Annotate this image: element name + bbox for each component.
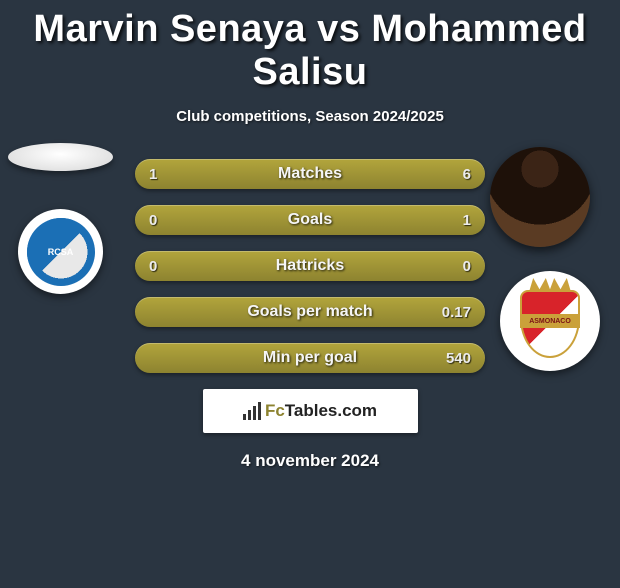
stat-right-value: 0 xyxy=(431,258,471,275)
stat-left-value: 1 xyxy=(149,166,189,183)
stat-row: 0 Goals 1 xyxy=(135,205,485,235)
branding-text: FcTables.com xyxy=(265,401,377,421)
comparison-stage: RCSA ASMONACO 1 Matches 6 0 Goals 1 0 Ha… xyxy=(0,159,620,471)
page-title: Marvin Senaya vs Mohammed Salisu xyxy=(0,8,620,94)
stat-bars: 1 Matches 6 0 Goals 1 0 Hattricks 0 Goal… xyxy=(135,159,485,373)
branding-box: FcTables.com xyxy=(203,389,418,433)
stat-right-value: 0.17 xyxy=(431,304,471,321)
branding-prefix: Fc xyxy=(265,401,285,420)
stat-left-value: 0 xyxy=(149,258,189,275)
left-club-label: RCSA xyxy=(48,247,74,257)
left-player-avatar-placeholder xyxy=(8,143,113,171)
left-club-badge: RCSA xyxy=(18,209,103,294)
stat-left-value: 0 xyxy=(149,212,189,229)
right-club-badge: ASMONACO xyxy=(500,271,600,371)
bar-chart-icon xyxy=(243,402,261,420)
stat-right-value: 1 xyxy=(431,212,471,229)
snapshot-date: 4 november 2024 xyxy=(0,451,620,471)
page-subtitle: Club competitions, Season 2024/2025 xyxy=(0,108,620,125)
crest-band: ASMONACO xyxy=(520,314,580,328)
monaco-crest-icon: ASMONACO xyxy=(520,284,580,358)
stat-right-value: 540 xyxy=(431,350,471,367)
stat-row: Goals per match 0.17 xyxy=(135,297,485,327)
stat-row: 0 Hattricks 0 xyxy=(135,251,485,281)
branding-suffix: Tables.com xyxy=(285,401,377,420)
stat-row: 1 Matches 6 xyxy=(135,159,485,189)
stat-row: Min per goal 540 xyxy=(135,343,485,373)
strasbourg-crest-icon: RCSA xyxy=(27,218,95,286)
right-player-avatar xyxy=(490,147,590,247)
stat-right-value: 6 xyxy=(431,166,471,183)
